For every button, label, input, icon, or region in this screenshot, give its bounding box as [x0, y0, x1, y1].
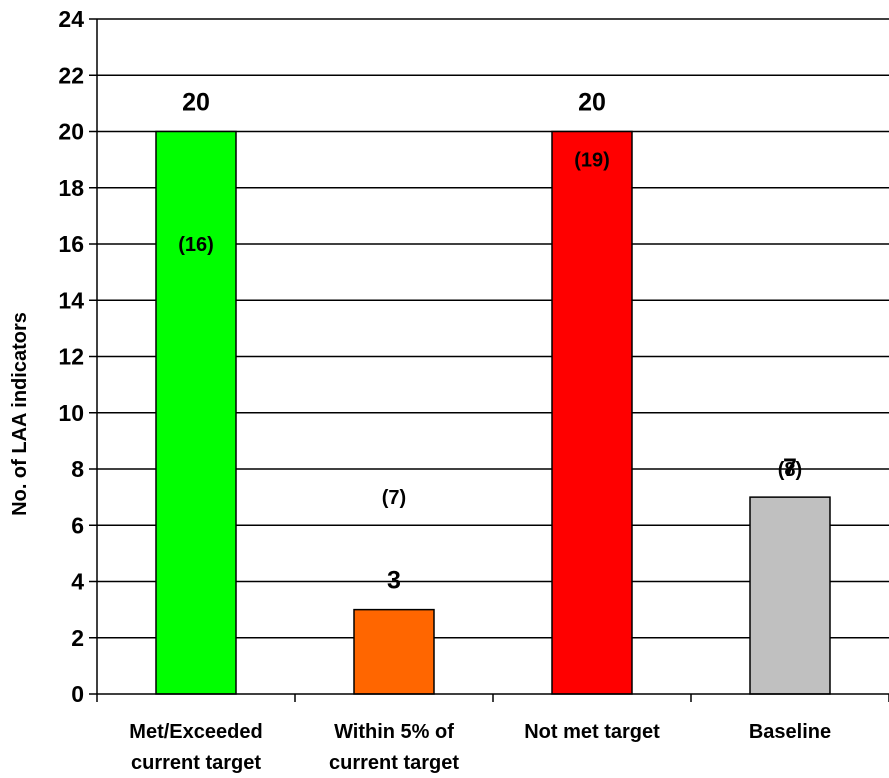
y-tick-label: 14	[58, 287, 84, 313]
axes	[89, 18, 889, 702]
x-tick-label: Not met target	[524, 721, 660, 743]
bar	[155, 130, 237, 695]
bar	[353, 608, 435, 695]
data-label: 20	[578, 89, 606, 117]
data-label: 20	[182, 89, 210, 117]
x-tick-label: Met/Exceeded current target	[129, 721, 262, 774]
bar	[749, 496, 831, 695]
y-axis-title: No. of LAA indicators	[9, 312, 31, 516]
value-labels: 20 3 20 7	[182, 89, 797, 595]
y-tick-label: 24	[58, 6, 84, 32]
x-tick-label: Baseline	[749, 721, 831, 743]
x-tick-label: Within 5% of current target	[329, 721, 459, 774]
data-label: 7	[783, 454, 797, 482]
y-tick-label: 12	[58, 344, 84, 370]
y-tick-label: 0	[71, 681, 84, 707]
y-tick-label: 16	[58, 231, 84, 257]
bars	[155, 130, 831, 695]
y-tick-label: 4	[71, 569, 84, 595]
y-tick-label: 20	[58, 119, 84, 145]
x-category-labels: Met/Exceeded current target Within 5% of cu…	[129, 721, 831, 774]
y-tick-label: 18	[58, 175, 84, 201]
y-tick-label: 22	[58, 62, 84, 88]
previous-value-label: (16)	[178, 234, 214, 256]
previous-value-label: (8)	[778, 459, 802, 481]
previous-value-labels: (16) (7) (19) (8)	[178, 150, 802, 510]
bar	[551, 130, 633, 695]
y-tick-label: 10	[58, 400, 84, 426]
data-label: 3	[387, 567, 401, 595]
previous-value-label: (19)	[574, 150, 610, 172]
y-tick-label: 8	[71, 456, 84, 482]
previous-value-label: (7)	[382, 487, 406, 509]
y-tick-label: 6	[71, 512, 84, 538]
y-tick-label: 2	[71, 625, 84, 651]
